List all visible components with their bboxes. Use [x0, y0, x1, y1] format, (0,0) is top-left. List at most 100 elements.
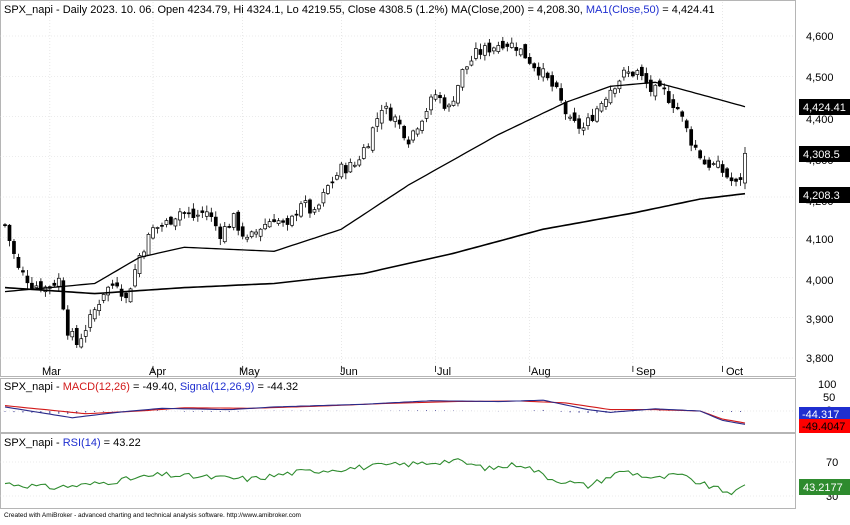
month-tick: Oct [726, 366, 743, 378]
candle [491, 46, 496, 55]
candle [348, 158, 353, 173]
candle [411, 129, 415, 143]
candle [97, 299, 102, 316]
candle [204, 205, 209, 221]
candle [684, 118, 689, 133]
candle [146, 232, 151, 256]
candle [352, 161, 357, 168]
candle [128, 287, 133, 303]
candle [702, 155, 707, 165]
candle [169, 215, 173, 226]
candle [195, 209, 200, 222]
candle [52, 279, 57, 288]
candle [680, 110, 685, 122]
price-y-tick: 4,000 [806, 275, 834, 287]
ma200-line [4, 192, 746, 295]
rsi-value-box: 43.2177 [799, 479, 850, 495]
candle [258, 228, 263, 242]
ma200-value-text: 4,208.3 [803, 190, 840, 202]
candle [451, 96, 456, 107]
candle [379, 104, 384, 130]
candle [698, 149, 703, 160]
signal-value-text: -44.317 [802, 409, 839, 421]
price-y-tick: 4,600 [806, 31, 834, 43]
candle [187, 206, 191, 218]
ma200-value-box: 4,208.3 [799, 187, 850, 203]
candle [527, 53, 532, 65]
price-series-layer [3, 36, 747, 349]
candle [631, 70, 635, 78]
candle [366, 143, 371, 149]
candle [357, 155, 362, 168]
candle [101, 293, 106, 304]
macd-header-value: = -49.40, [130, 381, 180, 393]
macd-y-tick: 50 [823, 392, 835, 404]
candle [290, 214, 294, 228]
candle [716, 155, 720, 169]
candle [240, 222, 245, 240]
candle [424, 107, 429, 123]
price-header-ma1-value: = 4,424.41 [659, 4, 714, 16]
macd-value-box: -49.4047 [799, 419, 850, 433]
candle [294, 210, 299, 222]
candle [209, 207, 214, 222]
candle [689, 126, 694, 152]
candle [518, 47, 523, 57]
candle [7, 223, 12, 247]
rsi-header-value: = 43.22 [101, 437, 141, 449]
candle [442, 94, 447, 111]
price-y-tick: 4,400 [806, 114, 834, 126]
candle [438, 91, 442, 104]
rsi-series-layer [0, 458, 795, 497]
macd-panel-frame [0, 378, 796, 433]
candle [339, 161, 344, 180]
candle [272, 214, 276, 223]
close-value-text: 4,308.5 [803, 149, 840, 161]
candle [30, 277, 34, 290]
candle [590, 108, 595, 123]
candle [164, 218, 169, 228]
candle [738, 173, 743, 186]
candle [465, 65, 469, 75]
candle [608, 85, 613, 105]
candle [321, 188, 326, 207]
candle [474, 42, 478, 61]
signal-value-box: -44.317 [799, 407, 850, 421]
candle [119, 284, 124, 302]
candle [115, 276, 119, 289]
macd-y-tick: 100 [818, 379, 836, 391]
candle [70, 328, 75, 341]
candle [312, 206, 317, 215]
rsi-header-ticker: SPX_napi [4, 437, 53, 449]
candle [653, 83, 658, 101]
candle [648, 75, 653, 97]
candle [16, 253, 21, 270]
candle [460, 68, 465, 91]
candle [402, 124, 407, 141]
month-tick: Aug [531, 366, 551, 378]
price-y-tick: 4,500 [806, 72, 834, 84]
candle [743, 147, 747, 190]
candle [151, 224, 155, 240]
candle [263, 218, 267, 231]
candle [586, 113, 590, 130]
candle [276, 217, 281, 226]
price-header-ma1-label: MA1(Close,50) [586, 4, 659, 16]
candle [361, 144, 366, 160]
candle [222, 221, 227, 244]
candle [370, 126, 375, 153]
candle [478, 43, 483, 60]
candle [536, 62, 541, 80]
candle [532, 62, 537, 72]
candle [599, 101, 604, 113]
candle [505, 41, 510, 52]
candle [406, 136, 411, 148]
macd-panel-header: SPX_napi - MACD(12,26) = -49.40, Signal(… [4, 381, 298, 393]
price-header-main: - Daily 2023. 10. 06. Open 4234.79, Hi 4… [53, 4, 586, 16]
ma50-line [4, 81, 746, 293]
candle [281, 218, 285, 227]
candle [720, 160, 725, 177]
candle [595, 105, 599, 123]
candle [415, 127, 420, 137]
candle [523, 43, 528, 59]
